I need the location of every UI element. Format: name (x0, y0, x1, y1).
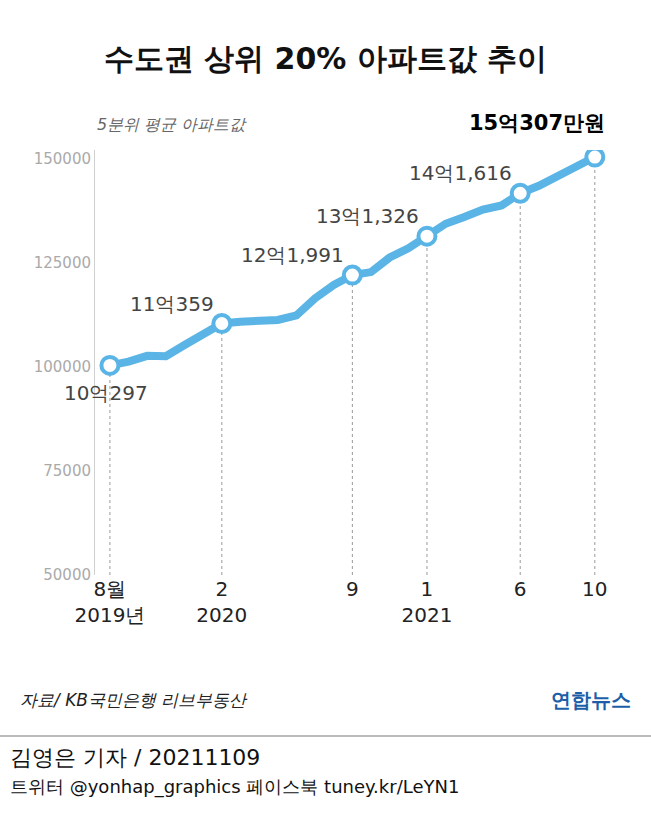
svg-text:75000: 75000 (43, 462, 91, 480)
svg-text:10: 10 (582, 577, 607, 601)
svg-text:15억307만원: 15억307만원 (469, 111, 605, 135)
svg-text:11억359: 11억359 (130, 292, 214, 316)
html-text:김영은 기자 / 20211109: 김영은 기자 / 20211109 (10, 745, 261, 770)
svg-text:자료/ KB국민은행 리브부동산: 자료/ KB국민은행 리브부동산 (20, 690, 248, 710)
svg-text:12억1,991: 12억1,991 (241, 243, 344, 267)
svg-text:8월2019년: 8월2019년 (74, 577, 145, 627)
svg-text:13억1,326: 13억1,326 (316, 204, 419, 228)
svg-text:5분위 평균 아파트값: 5분위 평균 아파트값 (97, 115, 247, 134)
svg-text:6: 6 (514, 577, 527, 601)
svg-text:수도권 상위 20% 아파트값 추이: 수도권 상위 20% 아파트값 추이 (104, 41, 548, 76)
svg-text:9: 9 (346, 577, 359, 601)
svg-text:10억297: 10억297 (64, 381, 148, 405)
svg-text:150000: 150000 (34, 150, 91, 168)
svg-text:14억1,616: 14억1,616 (409, 161, 512, 185)
svg-text:50000: 50000 (43, 566, 91, 584)
svg-text:100000: 100000 (34, 358, 91, 376)
svg-text:연합뉴스: 연합뉴스 (551, 688, 631, 712)
svg-text:22020: 22020 (196, 577, 247, 627)
svg-text:125000: 125000 (34, 254, 91, 272)
svg-text:12021: 12021 (402, 577, 453, 627)
html-text:트위터 @yonhap_graphics 페이스북 tune: 트위터 @yonhap_graphics 페이스북 tuney.kr/LeYN1 (10, 775, 460, 797)
